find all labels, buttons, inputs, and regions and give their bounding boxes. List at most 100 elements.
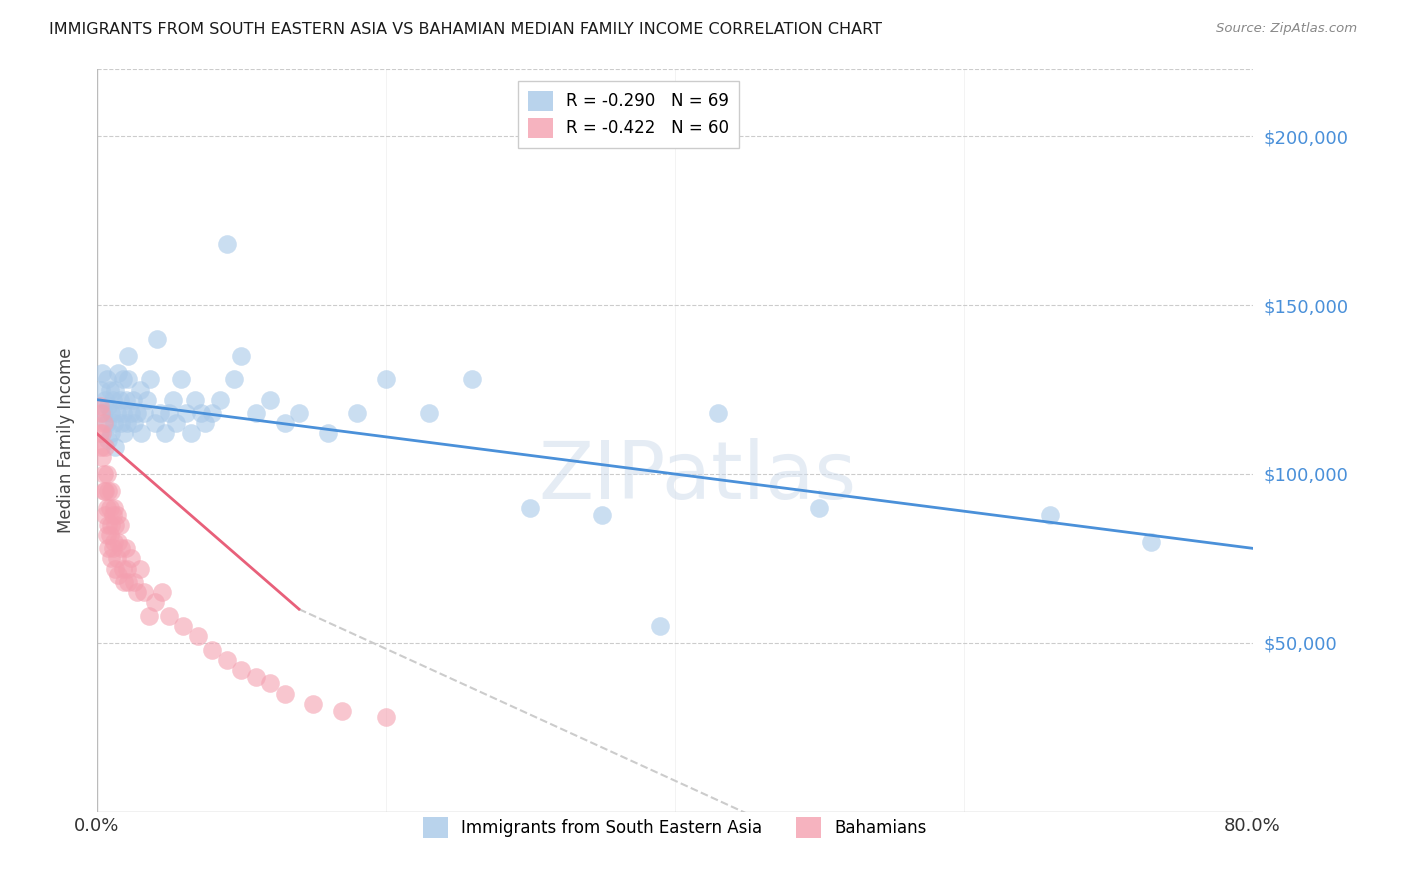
Point xyxy=(231,349,253,363)
Point xyxy=(91,426,114,441)
Point xyxy=(180,426,202,441)
Point xyxy=(100,406,122,420)
Point xyxy=(288,406,311,420)
Point xyxy=(98,528,121,542)
Point xyxy=(96,467,118,481)
Point xyxy=(174,406,197,420)
Point xyxy=(143,417,166,431)
Point xyxy=(107,568,129,582)
Point xyxy=(519,500,541,515)
Point xyxy=(96,417,118,431)
Point xyxy=(215,653,238,667)
Text: IMMIGRANTS FROM SOUTH EASTERN ASIA VS BAHAMIAN MEDIAN FAMILY INCOME CORRELATION : IMMIGRANTS FROM SOUTH EASTERN ASIA VS BA… xyxy=(49,22,882,37)
Point xyxy=(461,372,484,386)
Point xyxy=(91,450,114,464)
Point xyxy=(100,426,122,441)
Point xyxy=(100,551,122,566)
Point xyxy=(136,392,159,407)
Point xyxy=(127,406,149,420)
Point xyxy=(190,406,212,420)
Point xyxy=(146,332,169,346)
Point xyxy=(134,406,156,420)
Point xyxy=(165,417,187,431)
Point xyxy=(115,561,138,575)
Point xyxy=(346,406,368,420)
Point xyxy=(108,392,131,407)
Point xyxy=(591,508,613,522)
Point xyxy=(131,426,153,441)
Point xyxy=(129,383,152,397)
Point xyxy=(418,406,440,420)
Point xyxy=(114,541,136,556)
Point xyxy=(330,704,353,718)
Point xyxy=(650,619,672,633)
Point xyxy=(120,406,142,420)
Point xyxy=(231,663,253,677)
Point xyxy=(201,642,224,657)
Point xyxy=(143,595,166,609)
Point xyxy=(105,406,128,420)
Point xyxy=(149,406,172,420)
Point xyxy=(115,417,138,431)
Point xyxy=(97,517,120,532)
Point xyxy=(97,400,120,414)
Point xyxy=(374,372,396,386)
Point xyxy=(104,383,127,397)
Legend: Immigrants from South Eastern Asia, Bahamians: Immigrants from South Eastern Asia, Baha… xyxy=(416,811,934,845)
Point xyxy=(101,508,124,522)
Point xyxy=(103,500,125,515)
Point xyxy=(169,372,191,386)
Point xyxy=(208,392,231,407)
Point xyxy=(104,440,127,454)
Point xyxy=(172,619,194,633)
Point xyxy=(89,400,111,414)
Point xyxy=(150,585,173,599)
Point xyxy=(107,366,129,380)
Point xyxy=(111,372,134,386)
Point xyxy=(124,417,146,431)
Point xyxy=(374,710,396,724)
Point xyxy=(96,500,118,515)
Point xyxy=(110,541,132,556)
Text: Source: ZipAtlas.com: Source: ZipAtlas.com xyxy=(1216,22,1357,36)
Point xyxy=(101,541,124,556)
Point xyxy=(104,517,127,532)
Point xyxy=(98,500,121,515)
Point xyxy=(120,551,142,566)
Point xyxy=(111,406,134,420)
Point xyxy=(707,406,730,420)
Point xyxy=(104,561,127,575)
Point xyxy=(157,608,180,623)
Point xyxy=(94,508,117,522)
Point xyxy=(162,392,184,407)
Point xyxy=(121,392,143,407)
Point xyxy=(94,392,117,407)
Point xyxy=(127,585,149,599)
Point xyxy=(1039,508,1062,522)
Point xyxy=(259,676,281,690)
Point xyxy=(98,383,121,397)
Point xyxy=(89,426,111,441)
Point xyxy=(302,697,325,711)
Point xyxy=(273,687,295,701)
Point xyxy=(215,237,238,252)
Point xyxy=(117,372,139,386)
Point xyxy=(93,483,115,498)
Point xyxy=(97,541,120,556)
Point xyxy=(114,392,136,407)
Point xyxy=(100,517,122,532)
Point xyxy=(273,417,295,431)
Point xyxy=(117,349,139,363)
Point xyxy=(103,534,125,549)
Point xyxy=(117,575,139,590)
Point xyxy=(184,392,207,407)
Point xyxy=(93,467,115,481)
Point xyxy=(90,406,112,420)
Point xyxy=(153,426,176,441)
Point xyxy=(138,608,160,623)
Point xyxy=(259,392,281,407)
Point xyxy=(808,500,831,515)
Point xyxy=(111,561,134,575)
Point xyxy=(94,440,117,454)
Point xyxy=(96,372,118,386)
